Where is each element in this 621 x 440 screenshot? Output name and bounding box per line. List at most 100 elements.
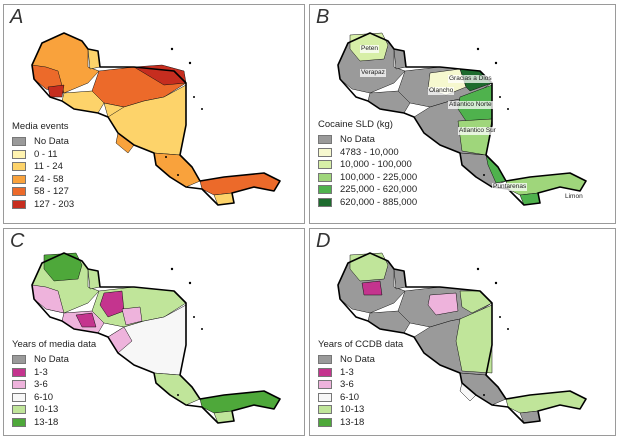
- region: [121, 306, 143, 326]
- legend-swatch: [12, 187, 26, 196]
- panel-c: C: [3, 228, 305, 436]
- legend: Years of media data No Data 1-3 3-6 6-10…: [12, 339, 96, 429]
- island: [177, 174, 179, 176]
- map-media-events: [31, 32, 281, 206]
- legend-swatch: [318, 417, 332, 427]
- island: [494, 281, 498, 285]
- legend-swatch: [318, 147, 332, 157]
- legend-title: Years of CCDB data: [318, 339, 404, 350]
- place-label-atlantico-norte: Atlantico Norte: [448, 101, 493, 109]
- legend-label: 11 - 24: [34, 161, 63, 172]
- legend-item: 225,000 - 620,000: [318, 184, 417, 195]
- legend-label: 1-3: [34, 366, 48, 378]
- panel-letter: D: [316, 230, 331, 252]
- legend-swatch: [318, 135, 332, 144]
- legend-label: 10-13: [340, 404, 365, 415]
- country-outline: [337, 252, 587, 424]
- legend-label: 1-3: [340, 366, 354, 378]
- legend-swatch: [318, 380, 332, 389]
- island: [193, 316, 195, 318]
- island: [170, 267, 174, 271]
- region: [199, 390, 281, 414]
- region: [75, 312, 97, 328]
- place-label-peten: Peten: [360, 45, 379, 53]
- region: [43, 252, 83, 282]
- region: [199, 172, 281, 196]
- region: [361, 280, 383, 296]
- legend-item: 100,000 - 225,000: [318, 172, 417, 183]
- island: [193, 96, 195, 98]
- legend-title: Years of media data: [12, 339, 97, 350]
- legend-swatch: [318, 172, 332, 182]
- legend-label: 6-10: [34, 391, 54, 403]
- legend-swatch: [12, 417, 26, 427]
- country-outline: [337, 32, 587, 206]
- legend-item: 0 - 11: [12, 149, 74, 160]
- legend-swatch: [12, 174, 26, 184]
- region: [133, 64, 187, 86]
- island: [476, 267, 480, 271]
- legend-label: No Data: [340, 354, 375, 365]
- legend-label: 13-18: [34, 416, 59, 428]
- panel-letter: C: [10, 230, 25, 252]
- region: [427, 292, 459, 316]
- legend-label: No Data: [34, 354, 69, 365]
- legend-label: 620,000 - 885,000: [340, 196, 418, 208]
- legend-label: 4783 - 10,000: [340, 146, 399, 158]
- legend-label: 3-6: [340, 379, 354, 390]
- legend-swatch: [318, 392, 332, 402]
- panel-d: D: [309, 228, 616, 436]
- legend-item: 10-13: [318, 404, 403, 415]
- legend-label: 24 - 58: [34, 173, 64, 185]
- country-outline: [31, 252, 281, 424]
- place-label-atlantico-sur: Atlantico Sur: [458, 127, 497, 135]
- region: [505, 390, 587, 414]
- island: [170, 47, 174, 51]
- legend-item: 620,000 - 885,000: [318, 197, 417, 208]
- island: [201, 108, 203, 110]
- island: [483, 174, 485, 176]
- legend-item: 1-3: [12, 367, 96, 378]
- island: [507, 108, 509, 110]
- legend-swatch: [12, 162, 26, 171]
- legend-swatch: [12, 199, 26, 209]
- place-label-verapaz: Verapaz: [360, 69, 386, 77]
- region: [455, 304, 493, 374]
- legend-label: 58 - 127: [34, 186, 69, 197]
- legend-label: 13-18: [340, 416, 365, 428]
- legend-item: 6-10: [318, 392, 403, 403]
- legend-swatch: [12, 367, 26, 377]
- island: [499, 96, 501, 98]
- legend-item: No Data: [318, 134, 417, 145]
- map-years-ccdb-data: [337, 252, 587, 424]
- island: [165, 156, 167, 158]
- legend-swatch: [12, 392, 26, 402]
- place-label-olancho: Olancho: [428, 87, 455, 95]
- legend-item: 10-13: [12, 404, 96, 415]
- island: [494, 61, 498, 65]
- island: [177, 394, 179, 396]
- region: [349, 252, 389, 282]
- legend-swatch: [318, 160, 332, 169]
- legend-item: 13-18: [12, 417, 96, 428]
- place-label-limon: Limon: [564, 193, 584, 201]
- island: [476, 47, 480, 51]
- legend-title: Cocaine SLD (kg): [318, 119, 393, 130]
- legend-item: 11 - 24: [12, 161, 74, 172]
- legend-swatch: [318, 405, 332, 414]
- legend-swatch: [12, 149, 26, 159]
- region: [47, 84, 65, 98]
- legend-item: 58 - 127: [12, 186, 74, 197]
- legend-item: 1-3: [318, 367, 403, 378]
- legend-swatch: [318, 355, 332, 364]
- legend-item: 6-10: [12, 392, 96, 403]
- legend-item: 3-6: [318, 379, 403, 390]
- legend-swatch: [318, 185, 332, 194]
- legend-label: 3-6: [34, 379, 48, 390]
- panel-a: A: [3, 4, 305, 224]
- legend-label: No Data: [34, 136, 69, 147]
- legend-label: No Data: [340, 134, 375, 145]
- legend-item: 3-6: [12, 379, 96, 390]
- place-label-puntarenas: Puntarenas: [492, 183, 528, 191]
- legend-item: 4783 - 10,000: [318, 147, 417, 158]
